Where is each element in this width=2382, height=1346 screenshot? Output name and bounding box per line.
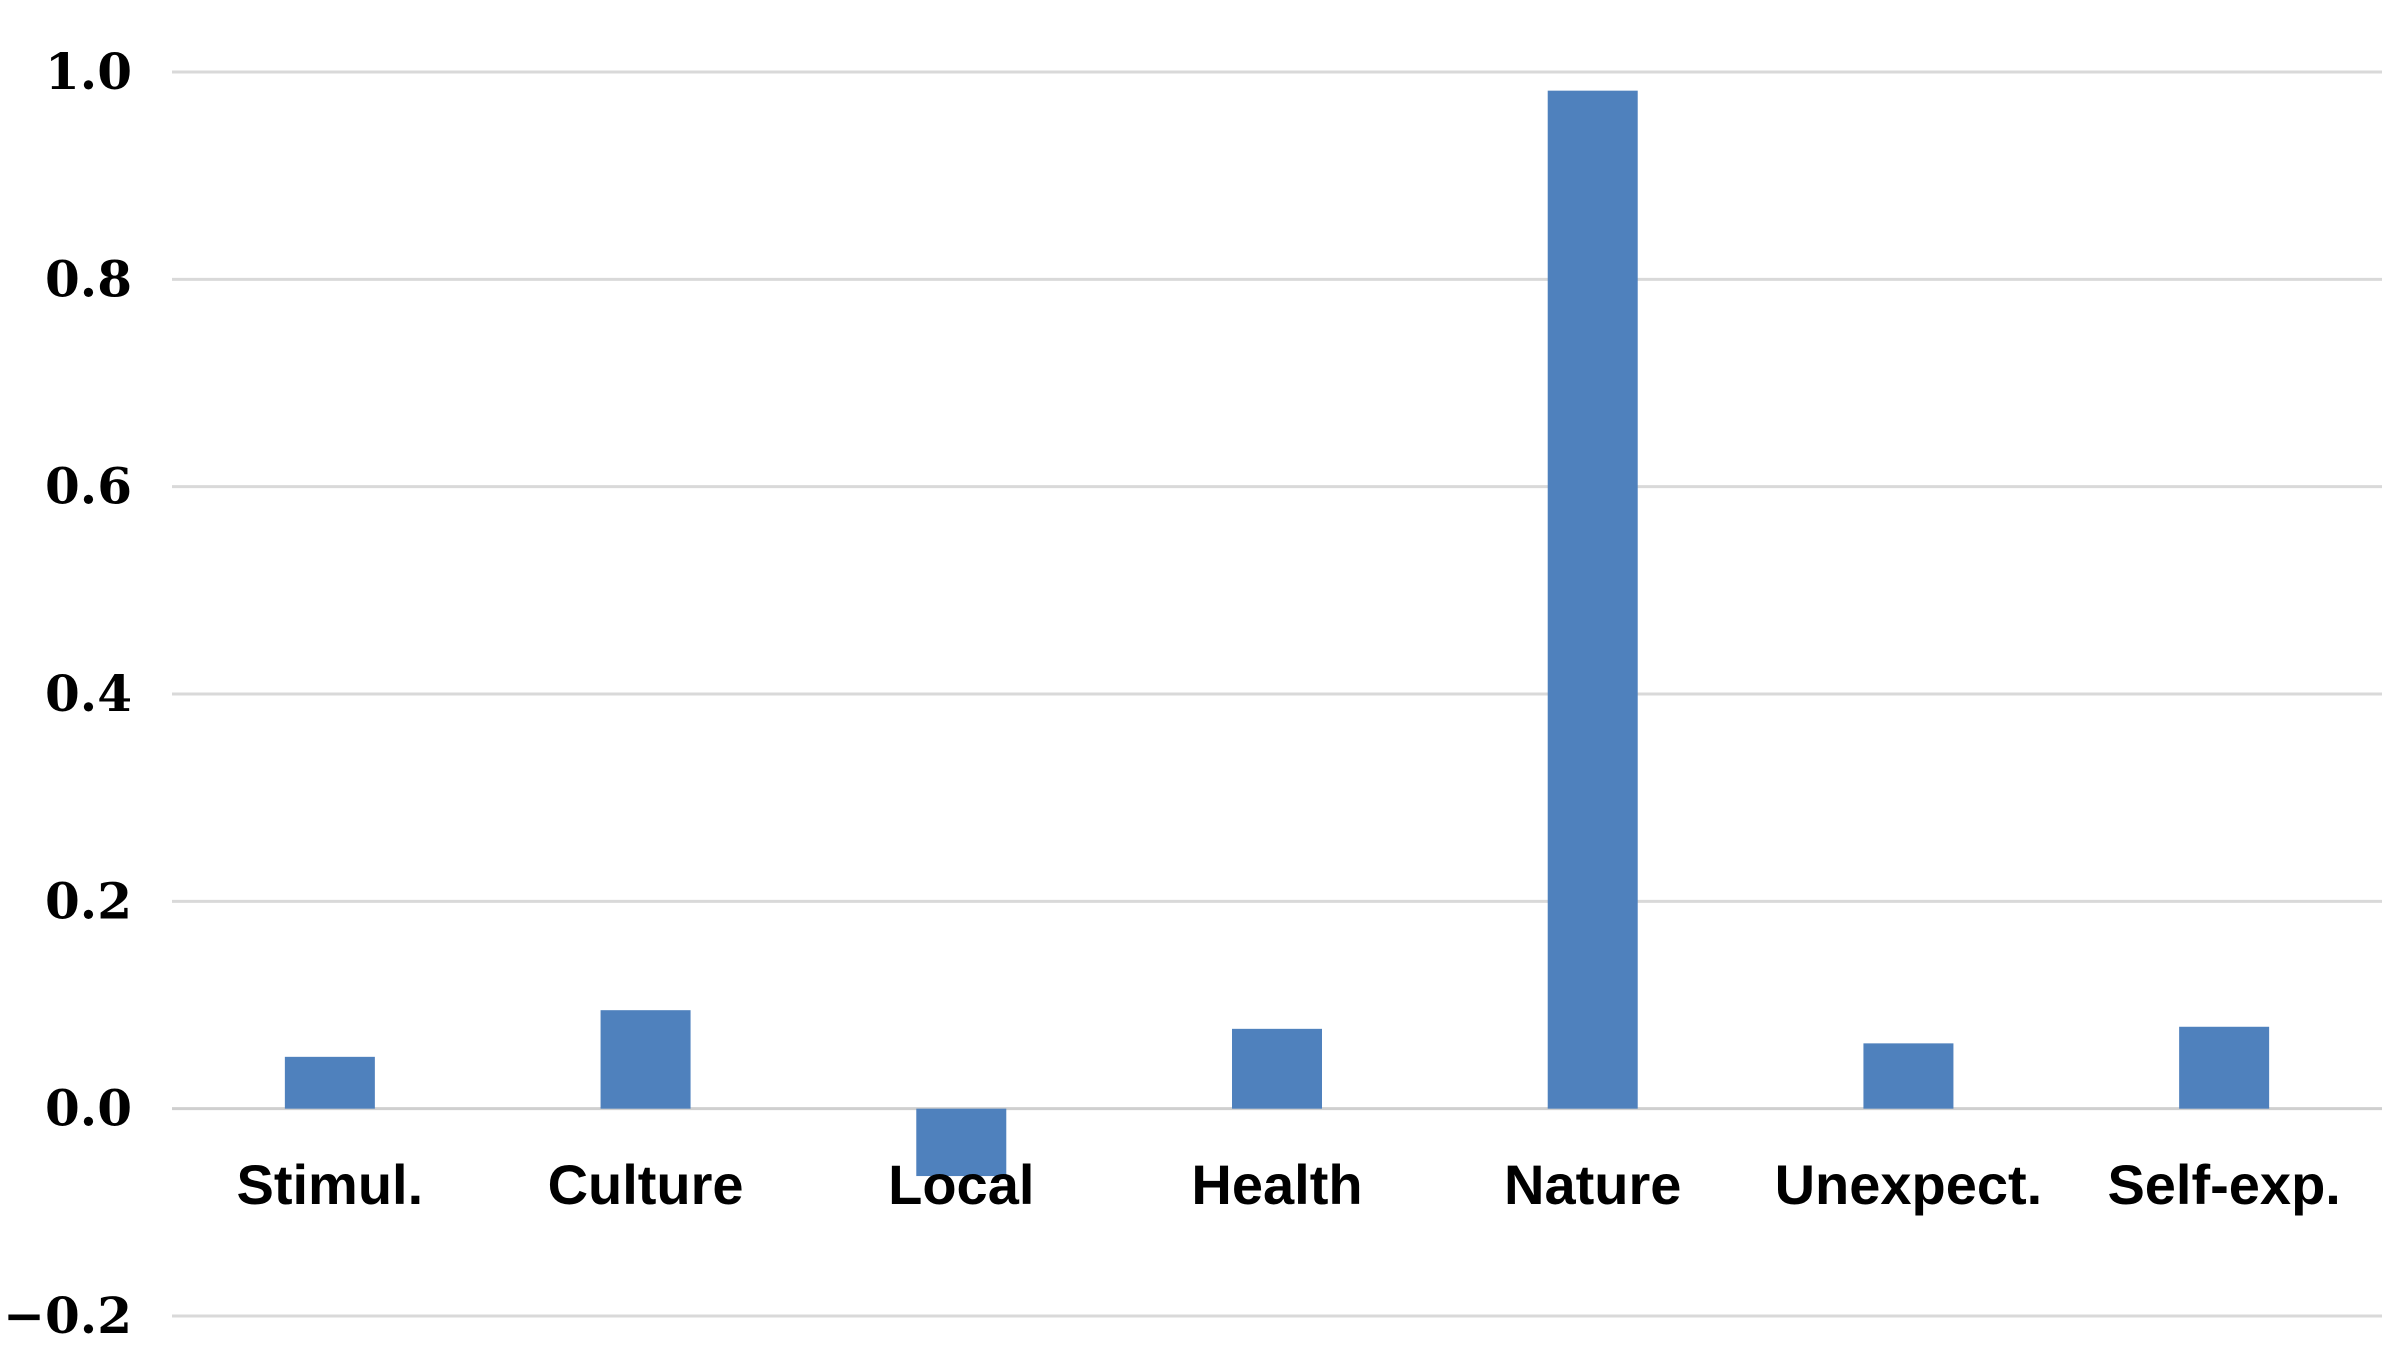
x-tick-label: Stimul. [237,1153,424,1216]
y-tick-label: 0.8 [45,249,132,308]
y-tick-label: 0.4 [45,664,132,723]
x-tick-label: Local [888,1153,1034,1216]
y-tick-label: 0.0 [45,1079,132,1138]
x-tick-label: Nature [1504,1153,1681,1216]
bar-local [916,1108,1007,1177]
bar-health [1232,1028,1322,1109]
y-tick-label: 1.0 [45,42,132,101]
bar-unexpect [1863,1043,1954,1109]
y-tick-label: −0.2 [3,1286,132,1345]
x-tick-label: Unexpect. [1775,1153,2043,1216]
y-tick-label: 0.2 [45,871,132,930]
x-axis-ticks: Stimul. Culture Local Health Nature Unexpect.… [237,1153,2341,1216]
y-axis-ticks: 1.0 0.8 0.6 0.4 0.2 0.0 −0.2 [3,42,132,1345]
x-tick-label: Self-exp. [2107,1153,2340,1216]
x-tick-label: Health [1191,1153,1362,1216]
bar-self-exp [2179,1026,2270,1109]
bar-nature [1547,90,1638,1109]
bar-culture [600,1010,691,1109]
bars [284,90,2270,1177]
gridlines [172,70,2382,1318]
x-tick-label: Culture [548,1153,744,1216]
bar-stimul [284,1056,375,1109]
y-tick-label: 0.6 [45,457,132,516]
